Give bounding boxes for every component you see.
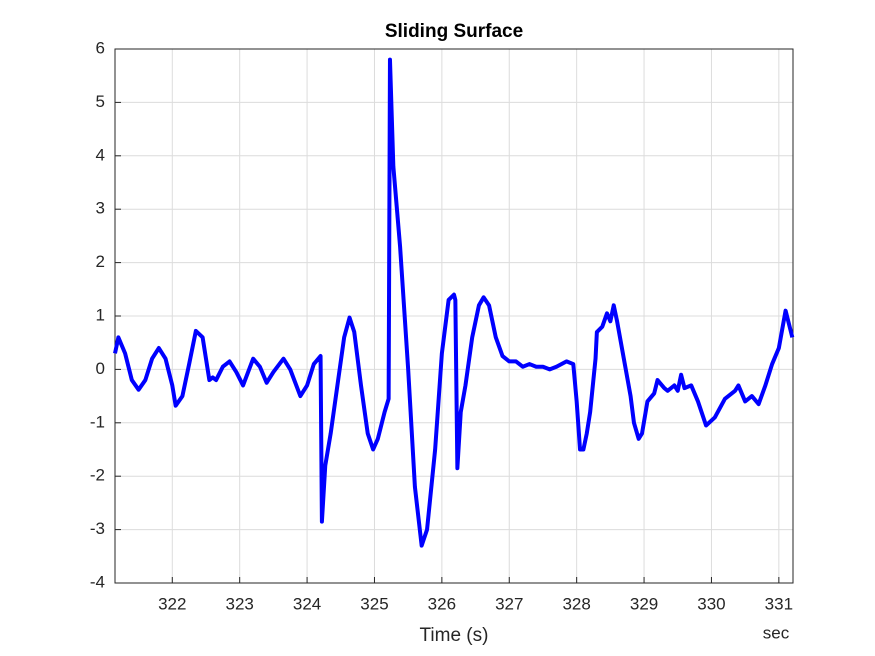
- x-tick-label: 322: [158, 594, 186, 613]
- y-tick-label: -2: [90, 466, 105, 485]
- y-tick-label: -3: [90, 519, 105, 538]
- x-tick-label: 330: [697, 594, 725, 613]
- x-axis-label: Time (s): [420, 625, 489, 646]
- y-tick-label: 5: [96, 92, 105, 111]
- y-tick-label: 4: [96, 145, 105, 164]
- x-tick-label: 325: [360, 594, 388, 613]
- y-tick-label: 3: [96, 199, 105, 218]
- x-unit-label: sec: [763, 623, 790, 642]
- plot-frame: [114, 48, 794, 584]
- data-line: [113, 57, 795, 548]
- y-tick-label: 0: [96, 359, 105, 378]
- chart-title: Sliding Surface: [385, 21, 523, 42]
- x-tick-label: 324: [293, 594, 321, 613]
- x-tick-label: 329: [630, 594, 658, 613]
- x-tick-label: 331: [765, 594, 793, 613]
- y-tick-label: 1: [96, 305, 105, 324]
- y-tick-label: 6: [96, 38, 105, 57]
- x-tick-label: 328: [562, 594, 590, 613]
- y-tick-label: 2: [96, 252, 105, 271]
- x-tick-label: 323: [225, 594, 253, 613]
- y-tick-label: -1: [90, 412, 105, 431]
- x-tick-label: 327: [495, 594, 523, 613]
- y-tick-label: -4: [90, 572, 105, 591]
- x-tick-label: 326: [428, 594, 456, 613]
